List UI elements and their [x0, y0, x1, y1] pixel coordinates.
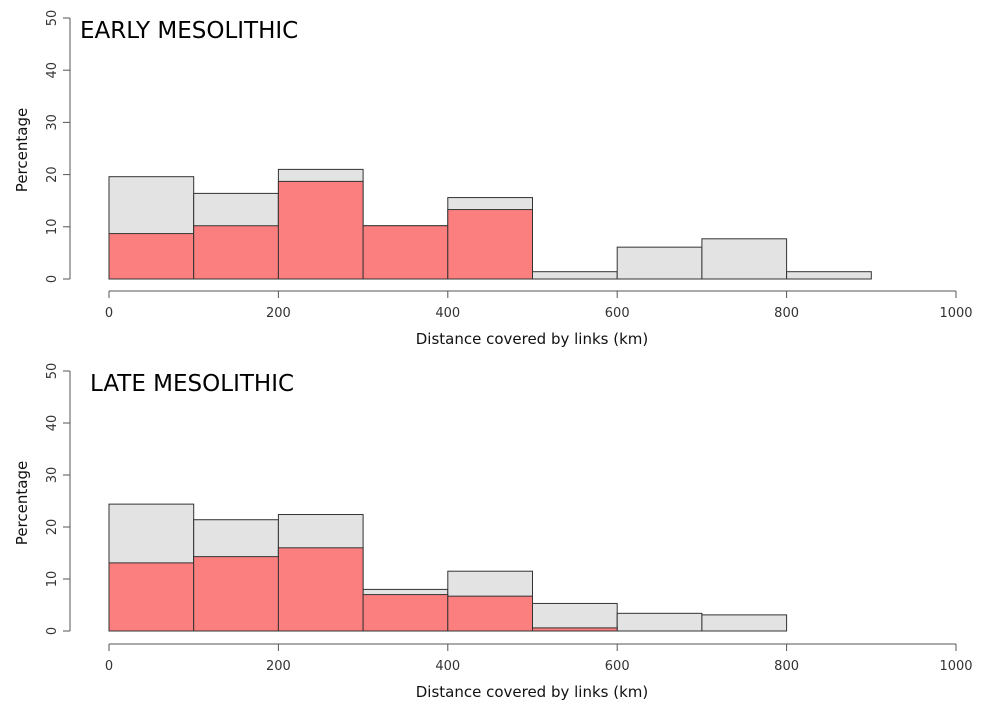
y-tick-label: 0: [45, 627, 60, 635]
y-tick-label: 30: [45, 114, 60, 131]
y-tick-label: 50: [45, 10, 60, 27]
bar-subset: [532, 627, 618, 632]
bar-subset: [193, 556, 279, 632]
y-tick-label: 10: [45, 219, 60, 236]
bar-total: [701, 614, 788, 632]
bar-subset: [108, 562, 195, 632]
bar-subset: [447, 595, 533, 632]
y-tick-label: 20: [45, 166, 60, 183]
x-tick-label: 400: [435, 659, 460, 674]
bar-total: [616, 246, 703, 280]
bar-total: [532, 602, 618, 632]
y-axis-label: Percentage: [13, 108, 31, 192]
y-tick-label: 40: [45, 62, 60, 79]
panel-title: LATE MESOLITHIC: [90, 371, 294, 397]
bar-subset: [362, 225, 449, 280]
bar-total: [532, 271, 618, 280]
panel-title: EARLY MESOLITHIC: [80, 18, 298, 44]
x-tick-label: 0: [105, 306, 113, 321]
x-tick-label: 200: [266, 306, 291, 321]
y-tick-label: 20: [45, 519, 60, 536]
bar-subset: [277, 180, 364, 280]
x-tick-label: 800: [774, 306, 799, 321]
x-axis-label: Distance covered by links (km): [416, 683, 649, 701]
x-tick-label: 1000: [939, 659, 972, 674]
x-tick-label: 600: [605, 659, 630, 674]
bar-total: [616, 612, 703, 632]
early-mesolithic-panel: EARLY MESOLITHIC Percentage Distance cov…: [13, 10, 973, 348]
bar-subset: [362, 594, 449, 632]
bar-subset: [447, 209, 533, 280]
y-tick-label: 30: [45, 467, 60, 484]
y-axis-label: Percentage: [13, 461, 31, 545]
y-tick-label: 50: [45, 363, 60, 380]
x-tick-label: 800: [774, 659, 799, 674]
x-tick-label: 200: [266, 659, 291, 674]
x-axis-label: Distance covered by links (km): [416, 330, 649, 348]
x-tick-label: 0: [105, 659, 113, 674]
bar-subset: [193, 225, 279, 280]
bar-subset: [277, 547, 364, 632]
bar-total: [701, 238, 788, 280]
y-tick-label: 0: [45, 275, 60, 283]
late-mesolithic-panel: LATE MESOLITHIC Percentage Distance cove…: [13, 363, 973, 701]
bar-total: [786, 271, 872, 280]
y-tick-label: 40: [45, 415, 60, 432]
bar-subset: [108, 233, 195, 280]
x-tick-label: 600: [605, 306, 630, 321]
y-tick-label: 10: [45, 571, 60, 588]
x-tick-label: 1000: [939, 306, 972, 321]
x-tick-label: 400: [435, 306, 460, 321]
